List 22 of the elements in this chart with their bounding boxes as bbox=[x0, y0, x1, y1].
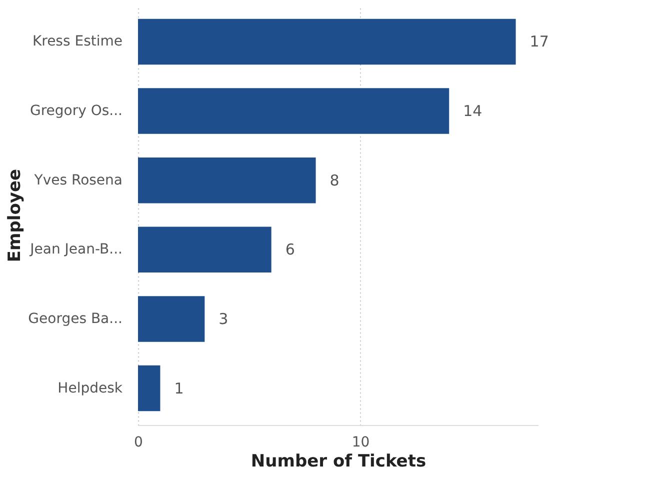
y-tick-label: Kress Estime bbox=[32, 34, 122, 50]
bar bbox=[138, 88, 450, 134]
bar bbox=[138, 296, 205, 342]
x-axis-title: Number of Tickets bbox=[250, 452, 426, 472]
y-tick-label: Gregory Os... bbox=[30, 103, 122, 120]
x-tick-label: 10 bbox=[352, 434, 370, 450]
x-tick-label: 0 bbox=[134, 434, 143, 450]
y-axis-title: Employee bbox=[5, 168, 26, 262]
y-tick-label: Helpdesk bbox=[58, 380, 124, 396]
y-tick-label: Jean Jean-B... bbox=[29, 242, 122, 258]
bar bbox=[138, 365, 160, 412]
bar bbox=[138, 157, 316, 204]
bar bbox=[138, 18, 516, 65]
data-label: 8 bbox=[330, 171, 340, 190]
data-label: 6 bbox=[285, 240, 295, 259]
y-tick-label: Georges Ba... bbox=[28, 310, 122, 327]
bar bbox=[138, 226, 272, 273]
data-label: 17 bbox=[530, 32, 549, 51]
data-label: 14 bbox=[463, 102, 482, 120]
y-tick-label: Yves Rosena bbox=[33, 172, 122, 188]
data-label: 1 bbox=[174, 379, 184, 398]
data-label: 3 bbox=[218, 310, 228, 328]
